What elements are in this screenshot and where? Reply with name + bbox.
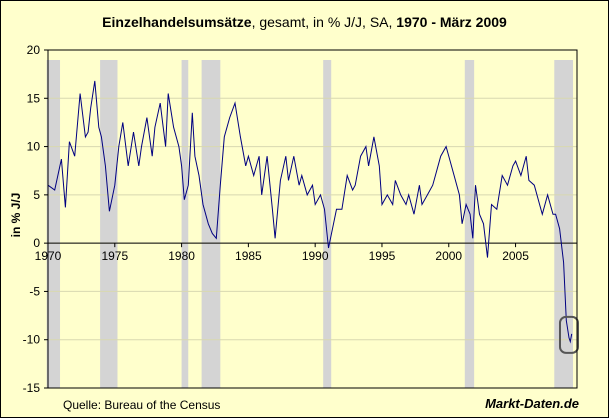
recession-band-3 [201,60,221,388]
y-tick-label--5: -5 [29,284,40,298]
y-tick-label-0: 0 [33,236,40,250]
series-line [47,80,573,344]
y-axis-label: in % J/J [9,193,23,238]
title-period: 1970 - März 2009 [396,14,507,30]
recession-band-5 [464,60,475,388]
x-tick-label-2000: 2000 [435,249,462,263]
recession-band-1 [100,60,118,388]
y-tick-label--10: -10 [23,333,41,347]
recession-band-4 [323,60,332,388]
y-tick-label-15: 15 [27,91,41,105]
x-tick-label-1985: 1985 [235,249,262,263]
x-tick-label-1970: 1970 [35,249,62,263]
recession-bands [46,60,573,388]
x-tick-label-1995: 1995 [369,249,396,263]
axes [44,49,578,389]
chart-title: Einzelhandelsumsätze, gesamt, in % J/J, … [0,14,609,30]
y-tick-label-20: 20 [27,43,41,57]
plot-border [47,49,578,389]
latest-value-highlight [558,315,579,354]
x-tick-label-1990: 1990 [302,249,329,263]
brand-logo: Markt-Daten.de [485,396,579,411]
x-tick-label-1980: 1980 [168,249,195,263]
y-tick-label-10: 10 [27,140,41,154]
y-tick-labels: -15 -10 -5 0 5 10 15 20 [23,43,41,395]
recession-band-2 [181,60,189,388]
retail-sales-series [47,80,573,344]
title-detail: , gesamt, in % J/J, SA, [251,14,397,30]
source-note: Quelle: Bureau of the Census [63,398,221,412]
grid-lines [48,97,577,341]
title-main: Einzelhandelsumsätze [102,14,252,30]
recession-band-0 [46,60,61,388]
highlight-box [558,315,579,354]
y-tick-label--15: -15 [23,381,41,395]
y-tick-label-5: 5 [33,188,40,202]
x-tick-labels: 1970 1975 1980 1985 1990 1995 2000 2005 [35,249,530,263]
x-tick-label-1975: 1975 [101,249,128,263]
x-tick-label-2005: 2005 [502,249,529,263]
recession-band-6 [554,60,573,388]
